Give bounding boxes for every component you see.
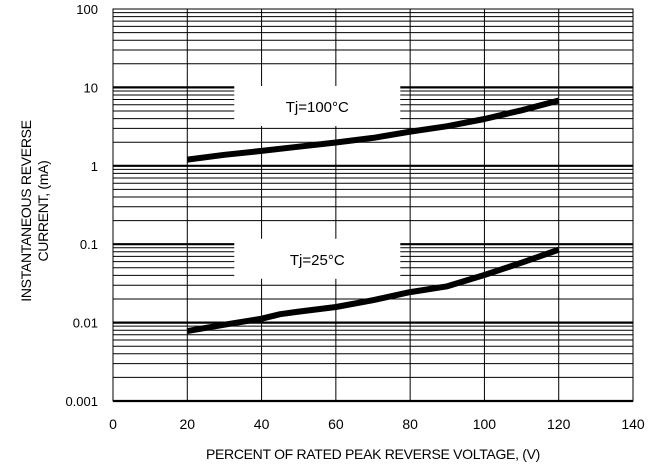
series-line-2 xyxy=(186,246,560,335)
annotations: Tj=100°C Tj=25°C xyxy=(286,99,349,269)
y-axis-label-line-1: INSTANTANEOUS REVERSE xyxy=(18,120,34,301)
series-line-1 xyxy=(186,97,560,163)
series-annotation: Tj=25°C xyxy=(290,252,345,269)
y-axis-label: INSTANTANEOUS REVERSE CURRENT, (mA) xyxy=(18,120,51,301)
y-tick-label: 10 xyxy=(84,80,98,95)
x-tick-label: 80 xyxy=(402,416,418,432)
x-tick-label: 120 xyxy=(547,416,571,432)
y-tick-label: 0.01 xyxy=(73,316,98,331)
x-tick-label: 0 xyxy=(109,416,117,432)
y-axis-label-line-2: CURRENT, (mA) xyxy=(35,160,51,261)
series-lines xyxy=(186,97,560,335)
annotation-boxes xyxy=(234,85,401,279)
grid xyxy=(112,9,634,403)
x-axis-label: PERCENT OF RATED PEAK REVERSE VOLTAGE, (… xyxy=(206,446,540,462)
annotation-box xyxy=(234,238,401,279)
y-tick-label: 0.001 xyxy=(65,394,98,409)
y-tick-label: 1 xyxy=(91,159,98,174)
annotation-box xyxy=(234,85,401,126)
x-tick-label: 140 xyxy=(621,416,645,432)
x-tick-label: 20 xyxy=(179,416,195,432)
x-tick-label: 40 xyxy=(254,416,270,432)
x-tick-label: 100 xyxy=(473,416,497,432)
x-tick-label: 60 xyxy=(328,416,344,432)
series-annotation: Tj=100°C xyxy=(286,99,349,116)
plot-frame xyxy=(112,8,634,402)
y-tick-label: 100 xyxy=(76,2,98,17)
y-tick-labels: 0.001 0.01 0.1 1 10 100 xyxy=(65,2,98,409)
x-tick-labels: 0 20 40 60 80 100 120 140 xyxy=(109,416,645,432)
y-tick-label: 0.1 xyxy=(80,237,98,252)
